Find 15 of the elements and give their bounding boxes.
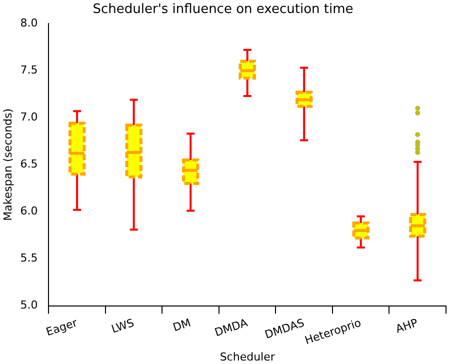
y-axis-title: Makespan (seconds)	[1, 108, 14, 221]
y-tick-label: 7.5	[20, 63, 38, 76]
y-tick-label: 6.0	[20, 204, 38, 218]
x-axis-title: Scheduler	[220, 350, 276, 364]
x-tick-label: AHP	[394, 316, 420, 336]
x-tick-label: LWS	[110, 316, 136, 336]
x-tick-label: DM	[171, 316, 192, 334]
x-tick-label: DMDA	[213, 316, 250, 340]
y-tick-label: 5.5	[20, 252, 38, 265]
y-tick-label: 8.0	[20, 16, 38, 30]
y-tick-label: 7.0	[20, 110, 38, 124]
y-tick-label: 5.0	[20, 298, 38, 312]
chart-title: Scheduler's influence on execution time	[92, 2, 354, 18]
y-tick-label: 6.5	[20, 158, 38, 171]
x-tick-label: Eager	[44, 316, 80, 339]
